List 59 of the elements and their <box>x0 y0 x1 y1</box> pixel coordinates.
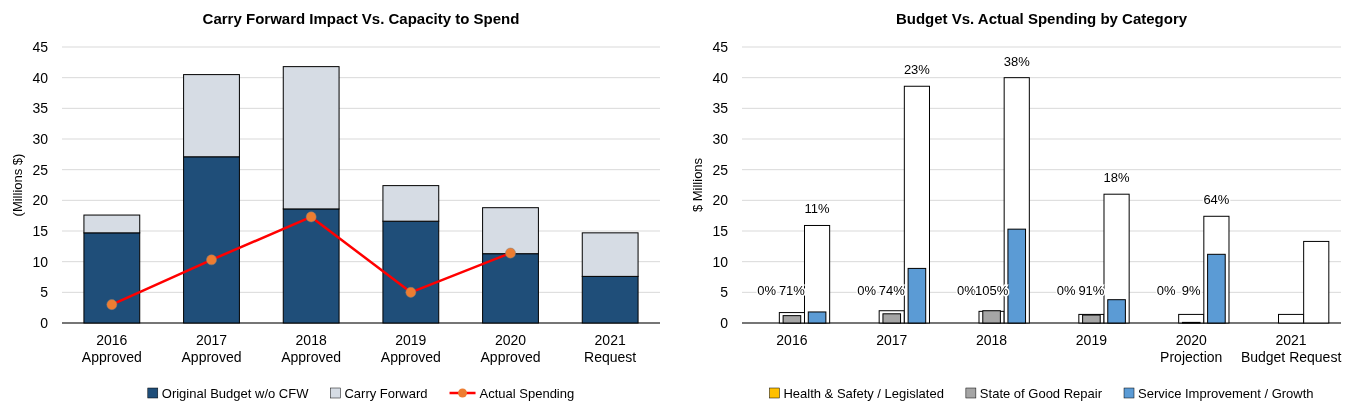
y-tick-label: 25 <box>32 161 49 178</box>
y-tick-label: 30 <box>32 130 49 147</box>
y-tick-label: 10 <box>712 253 729 270</box>
y-tick-label: 0 <box>40 314 49 331</box>
y-tick-label: 5 <box>720 284 729 301</box>
x-tick-label: 2018 <box>976 332 1008 348</box>
y-tick-label: 45 <box>712 38 729 55</box>
y-tick-label: 10 <box>32 253 49 270</box>
annotation: 9% <box>1181 283 1202 298</box>
x-tick-label: 2020 Approved <box>480 332 541 365</box>
point <box>405 287 417 298</box>
legend-label: Actual Spending <box>479 386 575 401</box>
y-tick-label: 30 <box>712 130 729 147</box>
legend-label: Service Improvement / Growth <box>1138 386 1314 401</box>
x-tick-label: 2017 Approved <box>181 332 242 365</box>
y-tick-label: 35 <box>32 100 49 117</box>
x-tick-label: 2017 <box>876 332 908 348</box>
annotation: 0% <box>957 283 977 298</box>
annotation: 91% <box>1078 283 1105 298</box>
y-tick-label: 40 <box>712 69 729 86</box>
y-tick-label: 40 <box>32 69 49 86</box>
legend-label: State of Good Repair <box>979 386 1103 401</box>
legend-label: Original Budget w/o CFW <box>161 386 310 401</box>
x-tick-label: 2016 <box>776 332 808 348</box>
y-tick-label: 25 <box>712 161 729 178</box>
annotation: 0% <box>857 283 877 298</box>
x-tick-label: 2021 Request <box>584 332 637 365</box>
annotation: 23% <box>903 62 931 78</box>
x-tick-label: 2020 Projection <box>1160 332 1223 365</box>
point <box>305 211 317 223</box>
y-axis-title: (Millions $) <box>10 153 25 217</box>
y-tick-label: 45 <box>32 38 49 55</box>
point <box>106 299 118 310</box>
y-tick-label: 35 <box>712 100 729 117</box>
y-tick-label: 20 <box>712 192 729 209</box>
x-tick-label: 2018 Approved <box>281 332 342 365</box>
annotation: 0% <box>1156 283 1176 298</box>
point <box>206 254 217 266</box>
legend-label: Carry Forward <box>344 386 428 401</box>
annotation: 11% <box>804 201 831 217</box>
annotation: 0% <box>757 283 777 298</box>
annotation: 18% <box>1103 170 1131 186</box>
y-tick-label: 20 <box>32 192 49 209</box>
x-tick-label: 2021 Budget Request <box>1240 332 1342 365</box>
annotation: 38% <box>1003 53 1031 69</box>
x-tick-label: 2019 <box>1075 332 1108 348</box>
x-tick-label: 2019 Approved <box>380 332 441 365</box>
annotation: 0% <box>1056 283 1077 298</box>
y-axis-title: $ Millions <box>690 157 705 213</box>
chart-title: Carry Forward Impact Vs. Capacity to Spend <box>202 10 520 27</box>
x-tick-label: 2016 Approved <box>81 332 142 365</box>
chart-title: Budget Vs. Actual Spending by Category <box>895 10 1188 27</box>
legend-label: Health & Safety / Legislated <box>783 386 944 401</box>
y-tick-label: 0 <box>720 314 729 331</box>
y-tick-label: 15 <box>32 222 49 239</box>
point <box>505 247 516 259</box>
annotation: 64% <box>1203 192 1230 208</box>
y-tick-label: 15 <box>712 222 729 239</box>
y-tick-label: 5 <box>40 284 49 301</box>
